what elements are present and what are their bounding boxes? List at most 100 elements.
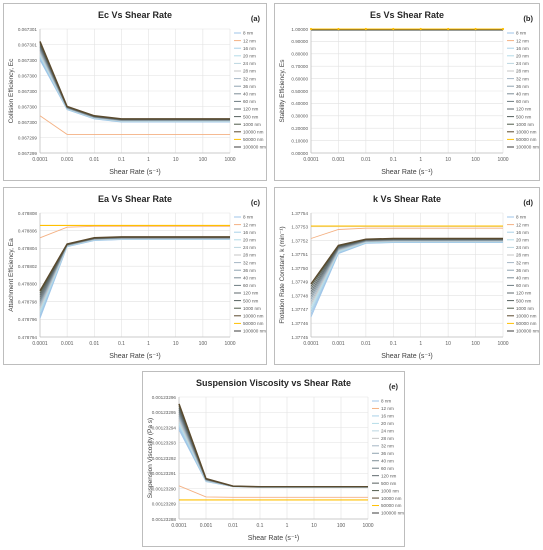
- x-tick-label: 1000: [362, 523, 373, 529]
- legend-label: 12 nm: [516, 222, 529, 227]
- x-tick-label: 0.0001: [303, 157, 319, 163]
- y-tick-label: 0.80000: [291, 52, 308, 57]
- y-tick-label: 0.30000: [291, 114, 308, 119]
- x-tick-label: 1: [419, 341, 422, 347]
- legend-label: 28 nm: [516, 253, 529, 258]
- legend-label: 1000 nm: [516, 122, 534, 127]
- series-line: [178, 407, 368, 488]
- series-line: [39, 54, 230, 122]
- series-line: [39, 238, 230, 315]
- legend-label: 36 nm: [243, 268, 256, 273]
- y-tick-label: 1.37751: [291, 252, 308, 257]
- legend-label: 8 nm: [516, 31, 526, 36]
- series-line: [39, 238, 230, 311]
- chart-title: Ea Vs Shear Rate: [98, 194, 172, 204]
- x-tick-label: 100: [199, 341, 208, 347]
- legend-label: 36 nm: [516, 84, 529, 89]
- legend-label: 500 nm: [243, 114, 258, 119]
- series-line: [310, 237, 503, 285]
- y-tick-label: 0.067300: [18, 120, 38, 125]
- y-tick-label: 0.00123295: [152, 410, 177, 415]
- legend-label: 8 nm: [516, 215, 526, 220]
- y-tick-label: 0.40000: [291, 101, 308, 106]
- legend-label: 32 nm: [243, 260, 256, 265]
- series-marker: [501, 27, 505, 31]
- legend-label: 24 nm: [243, 245, 256, 250]
- chart-panel-e: Suspension Viscosity vs Shear Rate (e) 0.0…: [142, 371, 405, 547]
- legend-label: 120 nm: [243, 107, 258, 112]
- legend-label: 16 nm: [243, 230, 256, 235]
- series-line: [310, 239, 503, 300]
- y-tick-label: 0.067299: [18, 135, 38, 140]
- y-tick-label: 1.37750: [291, 266, 308, 271]
- legend-label: 12 nm: [516, 38, 529, 43]
- y-tick-label: 0.478800: [18, 282, 38, 287]
- y-tick-label: 0.478804: [18, 246, 38, 251]
- legend-label: 50000 nm: [243, 321, 264, 326]
- series-marker: [364, 27, 367, 31]
- legend-label: 100000 nm: [243, 145, 266, 150]
- y-tick-label: 1.37748: [291, 293, 308, 298]
- y-tick-label: 0.478794: [18, 335, 38, 340]
- legend-label: 16 nm: [516, 230, 529, 235]
- x-tick-label: 0.01: [361, 157, 371, 163]
- y-tick-label: 0.067301: [18, 42, 38, 47]
- series-marker: [392, 27, 395, 31]
- legend-label: 10000 nm: [516, 130, 537, 135]
- legend-label: 20 nm: [516, 238, 529, 243]
- legend-label: 50000 nm: [516, 321, 537, 326]
- y-tick-label: 1.37754: [291, 211, 308, 216]
- series-marker: [474, 27, 477, 31]
- legend-label: 500 nm: [381, 481, 396, 486]
- legend-label: 1000 nm: [243, 122, 261, 127]
- y-tick-label: 0.067301: [18, 27, 38, 32]
- series-marker: [447, 27, 450, 31]
- series-line-low: [310, 227, 503, 239]
- series-line: [178, 425, 368, 488]
- y-tick-label: 0.00123291: [152, 471, 177, 476]
- y-tick-label: 0.067300: [18, 104, 38, 109]
- x-tick-label: 0.001: [61, 157, 74, 163]
- legend-label: 40 nm: [243, 276, 256, 281]
- series-line: [39, 238, 230, 313]
- series-line: [39, 236, 230, 292]
- x-tick-label: 10: [173, 341, 179, 347]
- x-tick-label: 0.001: [332, 341, 345, 347]
- series-line: [178, 419, 368, 488]
- series-line-low: [39, 115, 230, 135]
- legend-label: 1000 nm: [243, 306, 261, 311]
- x-tick-label: 10: [173, 157, 179, 163]
- chart-panel-b: Es Vs Shear Rate (b) 0.00000 0.10000 0.20000…: [274, 3, 540, 181]
- x-tick-label: 0.1: [390, 341, 397, 347]
- x-tick-label: 10: [445, 157, 451, 163]
- x-tick-label: 0.1: [257, 523, 264, 529]
- x-tick-label: 0.1: [118, 341, 125, 347]
- series-line: [178, 417, 368, 488]
- legend-label: 8 nm: [243, 31, 253, 36]
- series-line-low: [178, 485, 368, 498]
- series-line: [178, 403, 368, 488]
- series-line: [310, 240, 503, 305]
- x-tick-label: 0.001: [200, 523, 213, 529]
- y-tick-label: 1.37747: [291, 307, 308, 312]
- legend-label: 36 nm: [243, 84, 256, 89]
- legend-label: 16 nm: [516, 46, 529, 51]
- series-marker: [337, 27, 340, 31]
- x-tick-label: 100: [199, 157, 208, 163]
- legend-label: 20 nm: [381, 421, 394, 426]
- legend-label: 100000 nm: [243, 329, 266, 334]
- x-tick-label: 100: [471, 157, 480, 163]
- x-tick-label: 1000: [497, 157, 508, 163]
- x-tick-label: 0.1: [390, 157, 397, 163]
- panel-label: (e): [389, 382, 399, 391]
- panel-label: (b): [523, 14, 533, 23]
- series-line: [178, 411, 368, 488]
- x-axis-label: Shear Rate (s⁻¹): [109, 353, 161, 360]
- legend-label: 1000 nm: [381, 488, 399, 493]
- y-tick-label: 1.00000: [291, 27, 308, 32]
- y-axis-label: Stability Efficiency, Es: [279, 59, 286, 123]
- series-line: [39, 41, 230, 120]
- y-tick-label: 1.37749: [291, 280, 308, 285]
- x-tick-label: 0.0001: [32, 157, 48, 163]
- series-line: [39, 55, 230, 122]
